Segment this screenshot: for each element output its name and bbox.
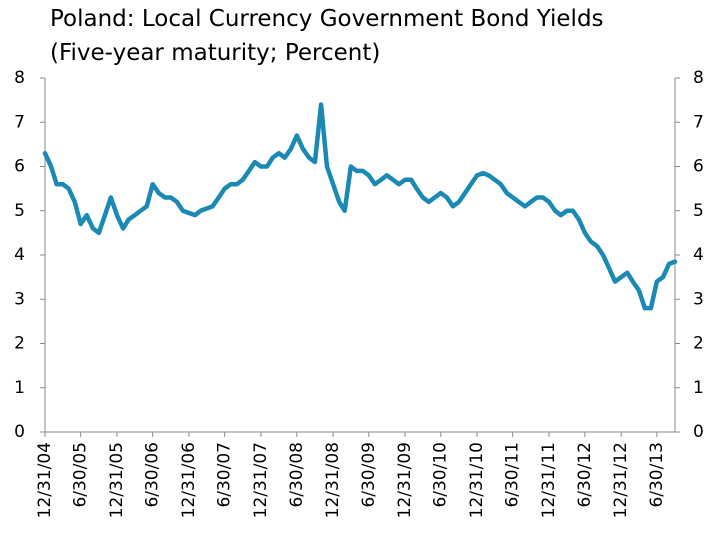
y2-tick-label: 7 [693,112,704,132]
x-tick-label: 6/30/11 [503,442,523,508]
y2-tick-label: 6 [693,157,704,177]
y-tick-label: 4 [14,245,25,265]
y2-tick-label: 0 [693,422,704,442]
y2-tick-label: 2 [693,334,704,354]
line-series [42,102,678,311]
x-tick-label: 12/31/11 [539,442,559,518]
x-tick-label: 6/30/12 [575,442,595,508]
x-tick-label: 12/31/05 [107,442,127,518]
x-tick-label: 6/30/08 [287,442,307,508]
x-tick-label: 6/30/05 [71,442,91,508]
y2-tick-label: 1 [693,378,704,398]
y-tick-label: 2 [14,334,25,354]
y2-tick-label: 3 [693,289,704,309]
chart-subtitle: (Five-year maturity; Percent) [50,40,380,66]
x-tick-label: 12/31/06 [179,442,199,518]
x-tick-label: 12/31/07 [251,442,271,518]
y-tick-label: 0 [14,422,25,442]
y2-tick-label: 5 [693,201,704,221]
y-tick-label: 5 [14,201,25,221]
y2-tick-label: 4 [693,245,704,265]
y-tick-label: 1 [14,378,25,398]
x-tick-label: 12/31/12 [611,442,631,518]
y-tick-label: 6 [14,157,25,177]
x-tick-label: 6/30/13 [647,442,667,508]
chart-title: Poland: Local Currency Government Bond Y… [50,6,604,32]
x-tick-label: 12/31/04 [35,442,55,518]
x-tick-label: 12/31/08 [323,442,343,518]
x-tick-label: 6/30/07 [215,442,235,508]
y-tick-label: 3 [14,289,25,309]
x-tick-label: 12/31/09 [395,442,415,518]
x-tick-label: 12/31/10 [467,442,487,518]
y2-tick-label: 8 [693,68,704,88]
y-tick-label: 7 [14,112,25,132]
x-tick-label: 6/30/09 [359,442,379,508]
x-tick-label: 6/30/06 [143,442,163,508]
y-tick-label: 8 [14,68,25,88]
x-tick-label: 6/30/10 [431,442,451,508]
